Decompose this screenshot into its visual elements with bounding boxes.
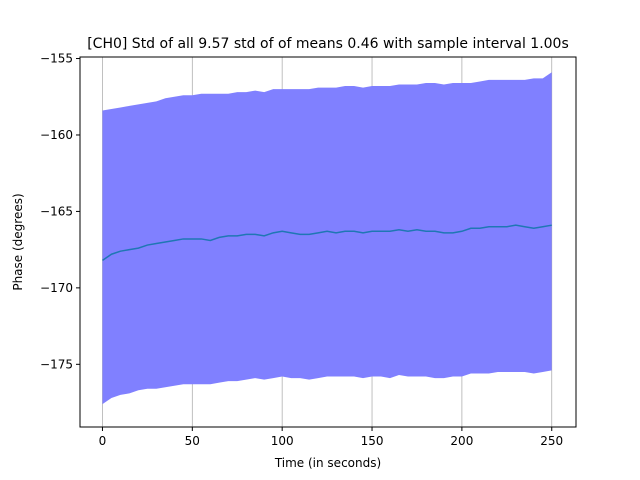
y-axis-ticks: −155 −160 −165 −170 −175 [40,52,80,371]
y-tick-label: −155 [40,52,73,66]
x-tick-label: 200 [450,434,473,448]
x-tick-label: 250 [540,434,563,448]
x-tick-label: 50 [185,434,200,448]
x-tick-label: 150 [361,434,384,448]
std-band [102,72,552,405]
line-layer [102,224,552,261]
y-tick-label: −175 [40,357,73,371]
x-axis-ticks: 0 50 100 150 200 250 [99,427,563,448]
y-tick-label: −165 [40,204,73,218]
x-tick-label: 100 [271,434,294,448]
y-axis-label: Phase (degrees) [11,193,25,290]
band-layer [102,72,552,405]
y-tick-label: −170 [40,281,73,295]
x-tick-label: 0 [99,434,107,448]
plot-frame [79,56,577,428]
x-axis-label: Time (in seconds) [274,456,381,470]
mean-line [102,224,552,261]
chart-title: [CH0] Std of all 9.57 std of of means 0.… [87,36,569,52]
y-tick-label: −160 [40,128,73,142]
